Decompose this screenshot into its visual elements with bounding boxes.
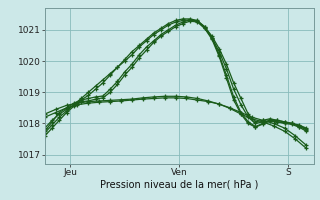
X-axis label: Pression niveau de la mer( hPa ): Pression niveau de la mer( hPa ) — [100, 180, 258, 190]
